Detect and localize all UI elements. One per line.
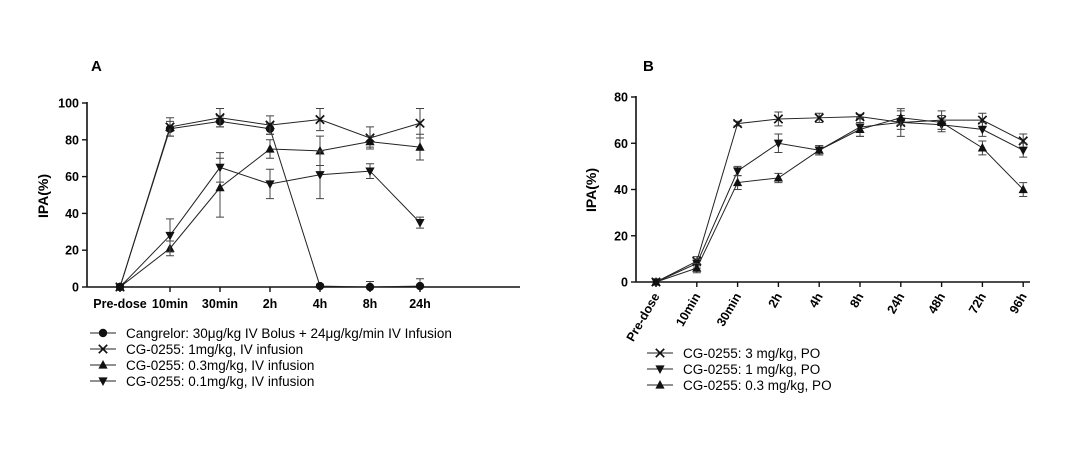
data-point xyxy=(265,144,275,153)
x-tick-label-2h: 2h xyxy=(766,291,785,311)
data-point xyxy=(115,283,125,292)
data-point xyxy=(315,114,325,125)
x-tick-label-8h: 8h xyxy=(363,297,378,311)
y-axis-title: IPA(%) xyxy=(583,168,599,212)
x-tick-label-24h: 24h xyxy=(885,291,908,317)
x-tick-label-4h: 4h xyxy=(313,297,328,311)
y-tick-label: 0 xyxy=(621,276,628,290)
data-point xyxy=(365,136,375,146)
y-tick-label: 0 xyxy=(72,281,79,295)
data-point xyxy=(215,182,225,192)
x-tick-label-30min: 30min xyxy=(202,297,238,311)
series-line xyxy=(655,117,1024,283)
panel-b: B 0 20 40 60 80 IPA(%) Pre-dose 10min 30min 2h 4h 8h… xyxy=(583,58,1030,393)
x-tick-label-24h: 24h xyxy=(409,297,431,311)
data-point xyxy=(315,171,325,180)
data-point xyxy=(977,125,987,135)
data-point xyxy=(814,145,824,154)
y-tick-label: 40 xyxy=(614,183,628,197)
y-tick-label: 80 xyxy=(65,133,79,147)
legend-marker xyxy=(98,344,108,354)
y-tick-label: 80 xyxy=(614,91,628,105)
legend-marker xyxy=(655,348,665,358)
series-4 xyxy=(115,150,425,292)
legend-marker xyxy=(655,365,665,374)
legend-marker xyxy=(98,360,108,369)
legend-entry: CG-0255: 0.1mg/kg, IV infusion xyxy=(126,374,314,389)
legend-entry: CG-0255: 3 mg/kg, PO xyxy=(683,346,820,361)
data-point xyxy=(415,142,425,151)
series-3 xyxy=(651,110,1028,286)
y-tick-label: 20 xyxy=(614,229,628,243)
y-tick-label: 20 xyxy=(65,244,79,258)
series-2 xyxy=(651,115,1028,287)
y-tick-label: 60 xyxy=(65,170,79,184)
x-tick-label-2h: 2h xyxy=(263,297,278,311)
y-tick-label: 100 xyxy=(58,97,79,111)
legend-marker xyxy=(98,377,108,386)
legend-entry: CG-0255: 1 mg/kg, PO xyxy=(683,362,820,377)
data-point xyxy=(937,117,947,127)
y-tick-label: 60 xyxy=(614,137,628,151)
data-point xyxy=(415,219,425,228)
data-point xyxy=(855,124,865,133)
data-point xyxy=(814,113,825,123)
series-line xyxy=(119,141,421,288)
legend: Cangrelor: 30μg/kg IV Bolus + 24μg/kg/mi… xyxy=(90,326,452,389)
data-point xyxy=(315,145,325,155)
legend-marker xyxy=(655,380,665,389)
legend-entry: Cangrelor: 30μg/kg IV Bolus + 24μg/kg/mi… xyxy=(126,326,452,341)
data-point xyxy=(773,114,784,124)
data-point xyxy=(165,122,175,132)
x-tick-label-4h: 4h xyxy=(806,291,825,311)
data-point xyxy=(365,282,375,292)
legend-entry: CG-0255: 0.3mg/kg, IV infusion xyxy=(126,358,314,373)
data-point xyxy=(732,118,743,129)
data-point xyxy=(215,112,225,123)
data-point xyxy=(651,277,661,286)
legend-marker xyxy=(98,328,108,338)
series-3 xyxy=(115,133,425,291)
data-point xyxy=(896,112,906,122)
data-point xyxy=(365,167,375,177)
data-point xyxy=(733,177,743,187)
x-tick-label-10min: 10min xyxy=(673,291,703,329)
legend-entry: CG-0255: 1mg/kg, IV infusion xyxy=(126,342,303,357)
x-tick-label-pre-dose: Pre-dose xyxy=(93,297,147,311)
x-tick-label-8h: 8h xyxy=(847,291,866,311)
series-line xyxy=(655,116,1024,283)
series-2 xyxy=(115,108,425,292)
legend-entry: CG-0255: 0.3 mg/kg, PO xyxy=(683,378,832,393)
y-tick-label: 40 xyxy=(65,207,79,221)
data-point xyxy=(773,139,783,149)
data-point xyxy=(773,172,783,182)
series-line xyxy=(655,121,1024,283)
x-tick-label-72h: 72h xyxy=(966,291,989,317)
y-axis-title: IPA(%) xyxy=(35,174,51,218)
data-point xyxy=(265,180,275,189)
x-tick-label-96h: 96h xyxy=(1007,291,1030,317)
data-point xyxy=(215,163,225,173)
series-1 xyxy=(651,108,1029,287)
data-point xyxy=(1018,184,1028,194)
panel-label: A xyxy=(91,58,102,75)
data-point xyxy=(415,281,425,291)
data-point xyxy=(315,281,325,291)
data-point xyxy=(415,118,425,129)
data-point xyxy=(733,167,743,176)
x-tick-label-30min: 30min xyxy=(714,291,744,329)
panel-a: A 0 20 40 60 80 100 IPA(%) Pre-dose 10min 30min 2h 4… xyxy=(35,58,520,389)
data-point xyxy=(165,231,175,241)
panel-label: B xyxy=(643,58,654,75)
data-point xyxy=(692,263,702,272)
data-point xyxy=(265,120,275,130)
data-point xyxy=(977,142,987,152)
x-tick-label-pre-dose: Pre-dose xyxy=(624,290,663,343)
x-tick-label-48h: 48h xyxy=(925,291,948,317)
data-point xyxy=(855,111,865,122)
data-point xyxy=(1018,146,1028,156)
x-tick-label-10min: 10min xyxy=(152,297,188,311)
